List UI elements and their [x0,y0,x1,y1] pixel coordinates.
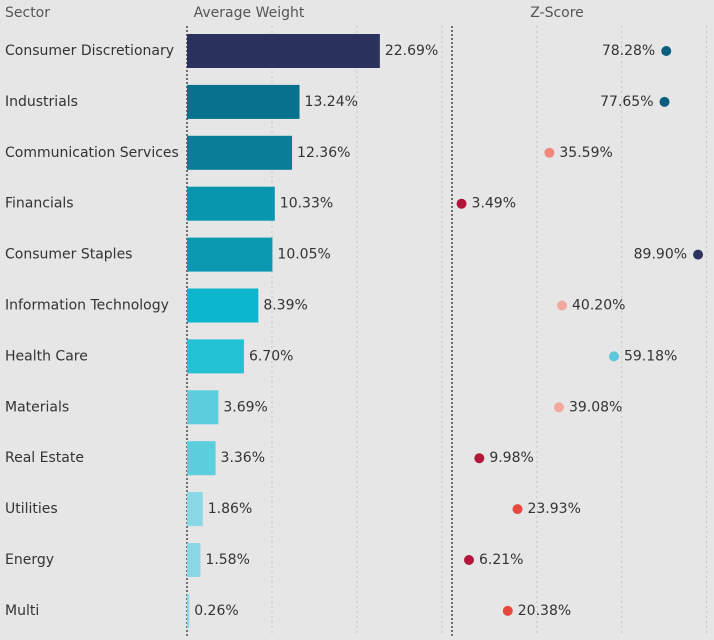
bar [187,34,380,68]
category-label: Health Care [5,348,88,364]
z-score-dot [557,300,568,311]
z-score-label: 35.59% [559,145,612,161]
bar-value-label: 0.26% [194,603,238,619]
z-score-label: 20.38% [518,603,571,619]
z-score-dot [474,453,485,464]
z-score-dot [661,46,672,56]
z-score-label: 9.98% [489,450,533,466]
z-score-label: 39.08% [569,399,622,415]
bar [187,441,216,476]
bar-value-label: 1.86% [208,501,252,517]
z-score-label: 59.18% [624,348,677,364]
bar-value-label: 6.70% [249,348,293,364]
z-score-label: 89.90% [634,247,687,263]
bar-value-label: 10.05% [277,247,330,263]
z-score-dot [553,402,564,413]
z-score-dot [693,249,704,260]
category-label: Energy [5,552,54,568]
z-score-dot [544,147,555,158]
category-label: Real Estate [5,450,84,466]
category-label: Communication Services [5,145,179,161]
z-score-label: 78.28% [602,43,655,59]
bar [187,135,293,170]
bar-value-label: 12.36% [297,145,350,161]
z-score-label: 3.49% [472,196,516,212]
bar [187,492,203,527]
z-score-label: 40.20% [572,298,625,314]
column-header: Sector [5,5,50,21]
bar-value-label: 22.69% [385,43,438,59]
category-label: Consumer Staples [5,247,132,263]
bar [187,186,275,221]
z-score-dot [502,605,513,616]
bar-value-label: 3.69% [223,399,267,415]
bar [187,288,259,323]
z-score-dot [659,96,670,107]
bar-value-label: 3.36% [221,450,265,466]
category-label: Multi [5,603,39,619]
bar [187,390,219,425]
z-score-label: 23.93% [527,501,580,517]
bar [187,84,300,119]
z-score-label: 6.21% [479,552,523,568]
category-label: Financials [5,196,74,212]
category-label: Utilities [5,501,58,517]
z-score-dot [456,198,467,209]
bar-value-label: 10.33% [280,196,333,212]
z-score-dot [608,351,619,362]
bar [187,237,273,272]
category-label: Materials [5,399,69,415]
category-label: Industrials [5,94,78,110]
z-score-label: 77.65% [600,94,653,110]
category-label: Information Technology [5,298,169,314]
z-score-dot [512,504,523,515]
column-header: Average Weight [194,5,305,21]
z-score-dot [463,555,474,565]
bar-value-label: 8.39% [263,298,307,314]
bar-value-label: 1.58% [205,552,249,568]
bar-value-label: 13.24% [305,94,358,110]
bar [187,339,244,374]
bar [187,593,190,628]
bar [187,543,201,577]
column-header: Z-Score [530,5,584,21]
category-label: Consumer Discretionary [5,43,174,59]
